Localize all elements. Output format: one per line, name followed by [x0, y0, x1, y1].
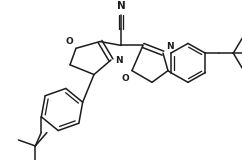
Text: N: N: [166, 42, 174, 51]
Text: O: O: [65, 37, 73, 46]
Text: N: N: [115, 56, 123, 65]
Text: N: N: [117, 1, 125, 11]
Text: O: O: [121, 74, 129, 83]
